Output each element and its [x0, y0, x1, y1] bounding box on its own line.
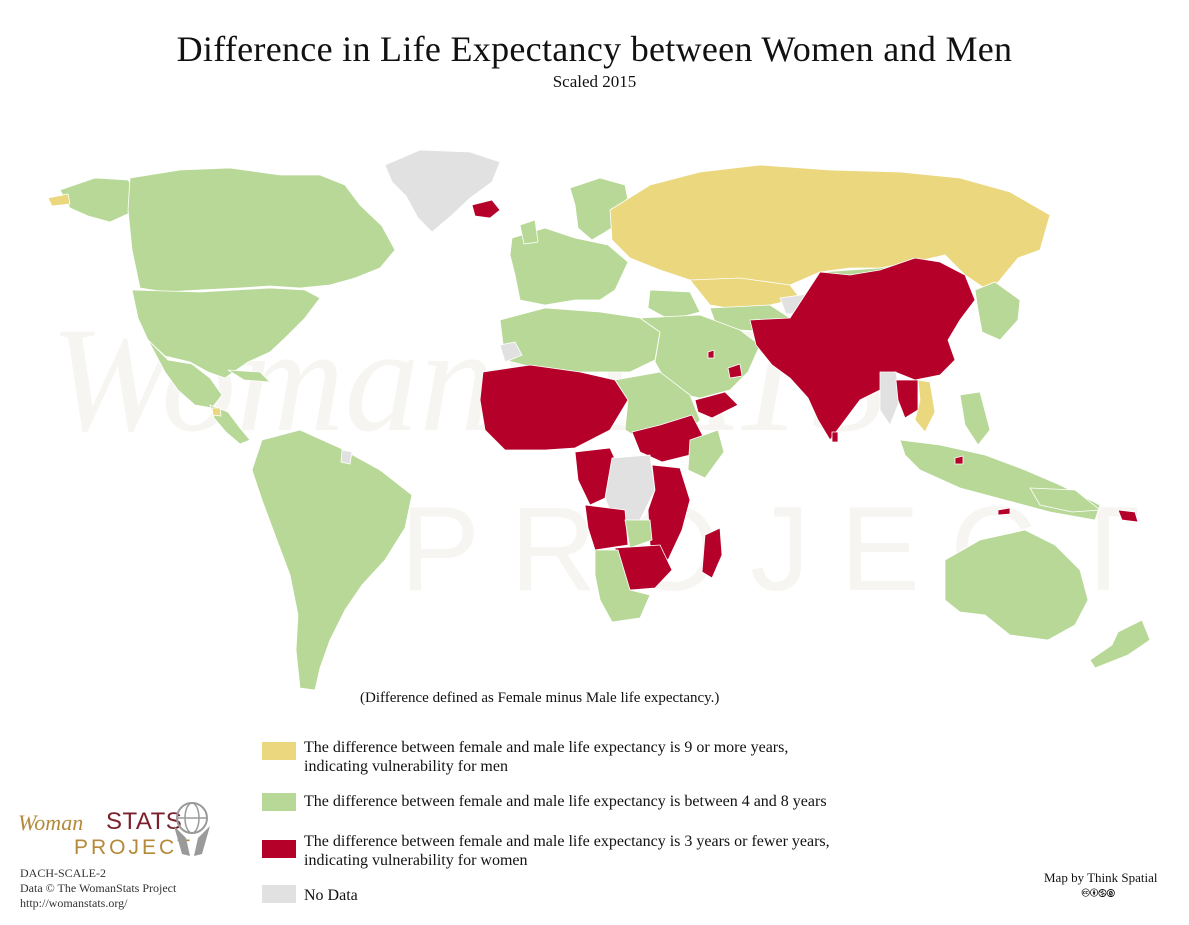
oceania	[944, 529, 1151, 669]
legend-swatch-between	[262, 793, 296, 811]
country-south-america	[251, 429, 413, 691]
country-guiana-nodata	[340, 449, 353, 465]
legend-label: No Data	[304, 887, 358, 904]
country-myanmar-nodata	[879, 371, 901, 426]
africa	[479, 364, 725, 623]
legend-label-line2: indicating vulnerability for women	[304, 852, 528, 869]
country-west-africa	[479, 364, 629, 451]
country-western-sahara	[499, 341, 523, 363]
country-horn	[687, 429, 725, 479]
country-uk	[519, 219, 539, 245]
country-uae	[727, 363, 743, 379]
country-zambia	[624, 519, 653, 549]
south-america	[251, 429, 413, 691]
country-brunei	[954, 455, 964, 465]
creative-commons-icon: 🅭🅯🄏🄍	[1082, 886, 1116, 900]
country-laos-thai	[895, 379, 919, 419]
country-east-africa	[647, 464, 691, 561]
country-angola	[584, 504, 629, 551]
country-yemen	[694, 391, 739, 419]
map-credit: Map by Think Spatial	[1044, 870, 1158, 885]
data-credit: Data © The WomanStats Project	[20, 881, 177, 895]
legend-label-line2: indicating vulnerability for men	[304, 758, 508, 775]
globe-hands-icon	[174, 802, 210, 856]
country-cuba	[227, 369, 272, 383]
womanstats-url[interactable]: http://womanstats.org/	[20, 896, 128, 910]
country-vietnam	[914, 379, 936, 433]
country-iceland	[471, 199, 501, 219]
logo-woman-text: Woman	[18, 810, 84, 835]
middle-east-north-africa	[499, 307, 761, 419]
legend-swatch-women	[262, 840, 296, 858]
map-subtitle: Scaled 2015	[552, 72, 637, 91]
map-code: DACH-SCALE-2	[20, 866, 106, 880]
country-korea-japan	[974, 281, 1021, 341]
country-alaska	[59, 177, 141, 223]
south-east-asia	[749, 257, 1139, 523]
logo-stats-text: STATS	[106, 808, 183, 835]
country-alaska-tip	[47, 193, 71, 207]
legend-swatch-no-data	[262, 885, 296, 903]
country-mexico	[147, 339, 223, 409]
legend-label: The difference between female and male l…	[304, 793, 827, 810]
country-solomon	[1117, 509, 1139, 523]
womanstats-logo: Woman STATS PROJECT	[18, 800, 218, 870]
country-north-africa	[499, 307, 661, 373]
definition-note: (Difference defined as Female minus Male…	[360, 690, 720, 706]
country-greenland	[384, 149, 501, 233]
country-southern-africa	[594, 549, 651, 623]
country-png	[1029, 487, 1102, 513]
legend-label: The difference between female and male l…	[304, 833, 830, 850]
north-america	[47, 149, 501, 445]
logo-project-text: PROJECT	[74, 836, 194, 859]
europe	[471, 177, 631, 306]
country-madagascar	[701, 527, 723, 579]
country-sri-lanka	[831, 431, 839, 443]
country-belize	[211, 407, 222, 417]
country-new-zealand	[1089, 619, 1151, 669]
map-title: Difference in Life Expectancy between Wo…	[176, 29, 1013, 69]
country-philippines	[959, 391, 991, 446]
country-china-india-block	[749, 257, 976, 441]
country-east-timor	[997, 507, 1011, 516]
country-australia	[944, 529, 1089, 641]
country-europe-west	[509, 227, 629, 306]
legend-label: The difference between female and male l…	[304, 739, 789, 756]
country-canada	[127, 167, 396, 293]
country-qatar	[707, 349, 715, 359]
legend-swatch-men	[262, 742, 296, 760]
